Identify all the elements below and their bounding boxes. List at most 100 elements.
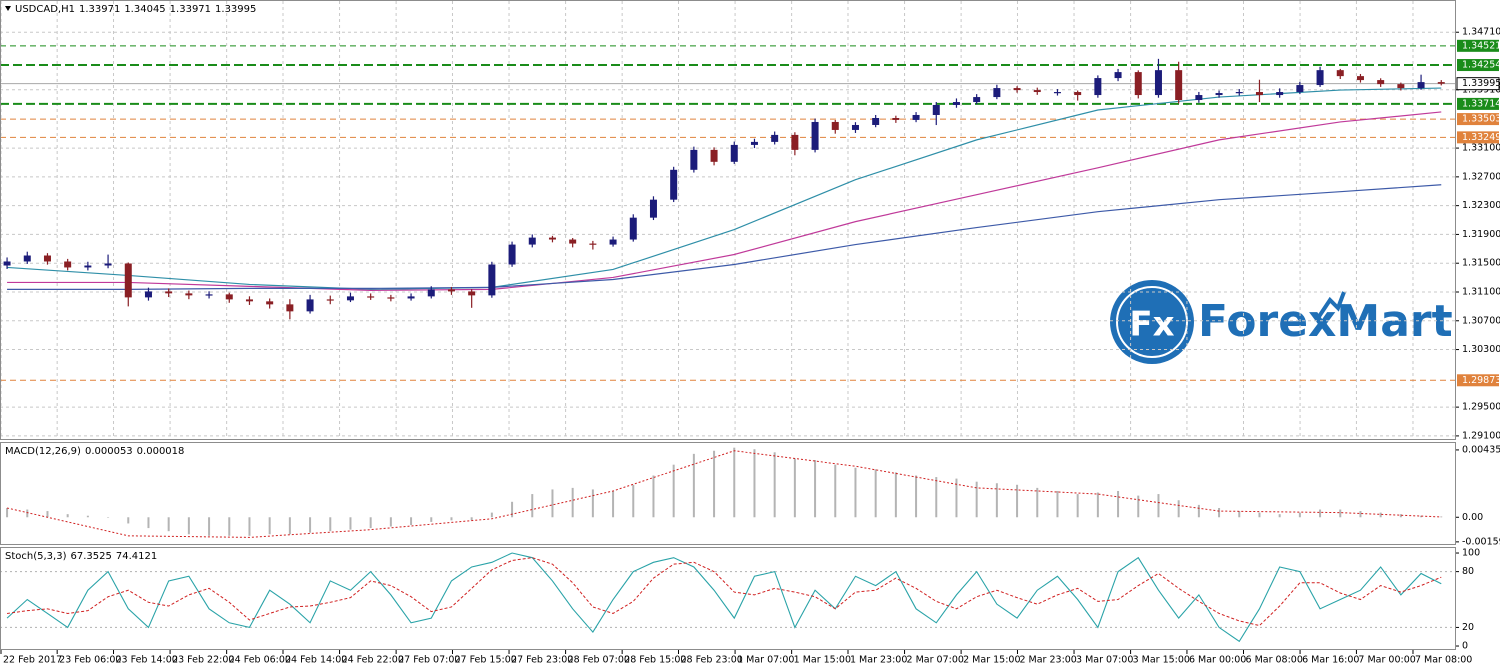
x-tick-label: 24 Feb 06:00 xyxy=(229,655,291,666)
x-tick-label: 24 Feb 22:00 xyxy=(342,655,404,666)
macd-histogram-bar xyxy=(167,517,170,532)
stoch-signal-line xyxy=(7,557,1442,627)
candle-body xyxy=(1417,82,1425,89)
candle-body xyxy=(407,296,415,299)
candle-body xyxy=(468,291,476,296)
y-tick-label: 1.31500 xyxy=(1462,258,1500,269)
candle-body xyxy=(1255,92,1263,96)
macd-histogram-bar xyxy=(793,458,796,518)
candle-body xyxy=(528,237,536,245)
grid-layer xyxy=(0,1,1459,654)
candle-body xyxy=(367,296,375,298)
candle-body xyxy=(791,134,799,150)
macd-histogram-bar xyxy=(1157,494,1160,518)
logo-arrow xyxy=(1316,291,1346,320)
macd-histogram-bar xyxy=(713,450,716,518)
candle-body xyxy=(1296,85,1304,93)
x-tick-label: 27 Feb 23:00 xyxy=(511,655,573,666)
macd-histogram-bar xyxy=(1379,512,1382,518)
y-tick-label: 20 xyxy=(1462,622,1474,633)
main-header: USDCAD,H1 1.33971 1.34045 1.33971 1.33995 xyxy=(15,4,256,15)
level-label-box xyxy=(1457,39,1499,52)
level-label: 1.33503 xyxy=(1462,114,1500,125)
level-label-box xyxy=(1457,97,1499,110)
y-tick-label: 1.31100 xyxy=(1462,286,1500,297)
stoch-reading: 74.4121 xyxy=(116,551,157,562)
macd-histogram-bar xyxy=(894,472,897,518)
candle-body xyxy=(1013,88,1021,91)
candle-body xyxy=(1397,84,1405,89)
candle-body xyxy=(1235,92,1243,94)
macd-histogram-bar xyxy=(753,449,756,518)
candle-body xyxy=(286,304,294,312)
y-tick-label: 1.32300 xyxy=(1462,200,1500,211)
macd-reading: 0.000018 xyxy=(137,446,185,457)
macd-histogram-bar xyxy=(672,464,675,518)
candle-body xyxy=(144,291,152,298)
candle-body xyxy=(3,261,11,266)
data-layer xyxy=(3,58,1445,643)
candle-body xyxy=(1316,70,1324,86)
candle-body xyxy=(124,263,132,298)
level-label: 1.29873 xyxy=(1462,375,1500,386)
level-label-box xyxy=(1457,131,1499,144)
macd-panel-frame xyxy=(0,442,1456,545)
x-tick-label: 23 Feb 22:00 xyxy=(172,655,234,666)
macd-histogram-bar xyxy=(228,517,231,536)
macd-histogram-bar xyxy=(490,512,493,518)
macd-signal-line xyxy=(6,450,1442,538)
macd-histogram-bar xyxy=(571,487,574,518)
candle-body xyxy=(1377,80,1385,85)
macd-histogram-bar xyxy=(692,453,695,518)
y-tick-label: 1.34710 xyxy=(1462,27,1500,38)
macd-histogram-bar xyxy=(551,489,554,518)
candle-body xyxy=(932,104,940,115)
candle-body xyxy=(225,294,233,300)
macd-histogram-bar xyxy=(349,517,352,530)
macd-histogram-bar xyxy=(1056,490,1059,518)
x-tick-label: 27 Feb 15:00 xyxy=(454,655,516,666)
candle-body xyxy=(1114,72,1122,79)
macd-histogram-bar xyxy=(329,517,332,532)
candle-body xyxy=(831,121,839,130)
candle-body xyxy=(1094,78,1102,96)
symbol-menu-arrow xyxy=(5,6,11,11)
candle-body xyxy=(427,289,435,297)
macd-histogram-bar xyxy=(26,509,29,518)
candle-body xyxy=(1154,70,1162,96)
macd-histogram-bar xyxy=(814,460,817,518)
candle-body xyxy=(548,237,556,240)
x-tick-label: 2 Mar 23:00 xyxy=(1019,655,1076,666)
macd-histogram-bar xyxy=(1399,514,1402,518)
y-tick-label: 0.00 xyxy=(1462,512,1483,523)
macd-histogram-bar xyxy=(854,467,857,518)
logo-ring xyxy=(1116,286,1188,358)
macd-title: MACD(12,26,9) xyxy=(5,446,81,457)
y-tick-label: 1.30700 xyxy=(1462,315,1500,326)
candle-body xyxy=(952,102,960,105)
candle-body xyxy=(1074,92,1082,96)
level-label: 1.33249 xyxy=(1462,132,1500,143)
quote-close: 1.33995 xyxy=(215,4,256,15)
macd-histogram-bar xyxy=(612,490,615,518)
macd-histogram-bar xyxy=(1339,509,1342,518)
candle-body xyxy=(993,88,1001,98)
macd-histogram-bar xyxy=(915,475,918,518)
symbol-title: USDCAD,H1 xyxy=(15,4,75,15)
macd-histogram-bar xyxy=(1359,511,1362,518)
macd-histogram-bar xyxy=(733,447,736,518)
level-label: 1.33714 xyxy=(1462,98,1500,109)
quote-high: 1.34045 xyxy=(124,4,165,15)
macd-histogram-bar xyxy=(1036,487,1039,518)
stoch-main-line xyxy=(6,552,1442,643)
macd-histogram-bar xyxy=(995,483,998,518)
macd-histogram-bar xyxy=(248,517,251,536)
logo-badge: Fx xyxy=(1129,305,1174,345)
x-tick-label: 3 Mar 07:00 xyxy=(1076,655,1133,666)
macd-histogram-bar xyxy=(1278,514,1281,518)
level-label: 1.34254 xyxy=(1462,60,1500,71)
macd-histogram-bar xyxy=(874,469,877,518)
x-tick-label: 7 Mar 00:00 xyxy=(1358,655,1415,666)
